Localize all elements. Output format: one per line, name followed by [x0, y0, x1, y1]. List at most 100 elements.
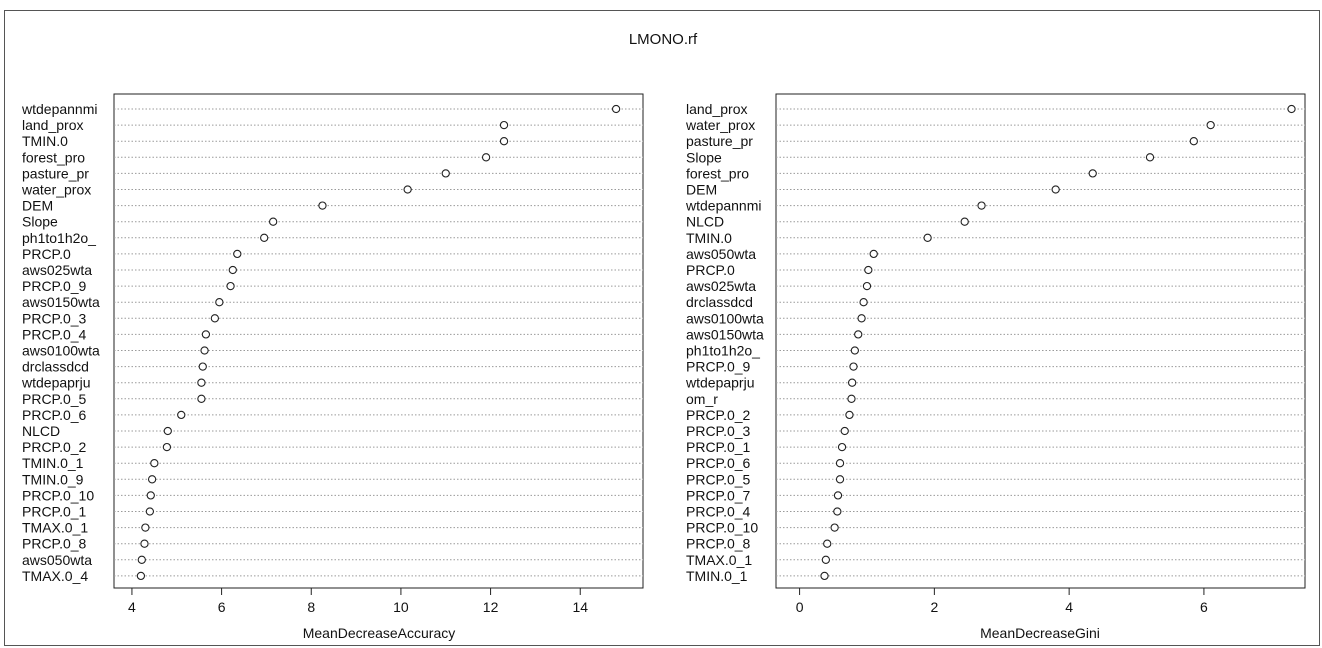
- importance-point: [960, 217, 969, 226]
- variable-label: forest_pro: [686, 165, 749, 181]
- x-tick-label: 8: [307, 599, 315, 615]
- variable-label: ph1to1h2o_: [22, 230, 96, 246]
- variable-label: PRCP.0_5: [22, 391, 87, 407]
- variable-label: PRCP.0_3: [22, 310, 87, 326]
- variable-label: PRCP.0: [22, 246, 71, 262]
- plot-box: [113, 93, 644, 589]
- importance-point: [226, 281, 235, 291]
- importance-point: [869, 249, 878, 259]
- importance-point: [215, 298, 224, 307]
- variable-label: PRCP.0_10: [22, 487, 94, 503]
- importance-point: [862, 281, 872, 291]
- variable-label: NLCD: [686, 214, 724, 230]
- variable-label: om_r: [686, 391, 718, 407]
- importance-point: [140, 539, 149, 548]
- importance-point: [499, 137, 509, 146]
- importance-point: [977, 201, 986, 210]
- importance-point: [162, 442, 172, 452]
- importance-point: [1145, 153, 1155, 162]
- importance-point: [840, 426, 849, 436]
- gini-panel: land_proxwater_proxpasture_prSlopeforest…: [685, 93, 1306, 641]
- variable-label: water_prox: [21, 182, 91, 198]
- importance-point: [268, 217, 278, 226]
- importance-point: [150, 459, 159, 468]
- importance-point: [849, 362, 858, 371]
- variable-label: drclassdcd: [686, 294, 753, 310]
- importance-point: [845, 410, 854, 420]
- variable-label: PRCP.0_4: [22, 326, 87, 342]
- importance-point: [820, 571, 829, 581]
- importance-point: [854, 330, 863, 339]
- variable-label: PRCP.0_6: [686, 455, 751, 471]
- importance-point: [499, 120, 509, 130]
- variable-label: TMIN.0_1: [686, 568, 748, 584]
- variable-label: PRCP.0_4: [686, 504, 751, 520]
- x-axis-label: MeanDecreaseGini: [980, 625, 1100, 641]
- variable-label: forest_pro: [22, 149, 85, 165]
- importance-point: [147, 475, 157, 484]
- x-tick-label: 6: [1200, 599, 1208, 615]
- variable-label: PRCP.0: [686, 262, 735, 278]
- importance-point: [233, 249, 242, 259]
- importance-point: [864, 265, 873, 275]
- importance-point: [823, 539, 832, 548]
- variable-label: aws025wta: [22, 262, 92, 278]
- variable-label: pasture_pr: [22, 165, 89, 181]
- importance-point: [137, 555, 146, 564]
- importance-point: [228, 265, 237, 275]
- variable-label: TMIN.0: [686, 230, 732, 246]
- variable-label: land_prox: [22, 117, 84, 133]
- importance-point: [318, 201, 327, 210]
- x-tick-label: 6: [218, 599, 226, 615]
- x-tick-label: 2: [930, 599, 938, 615]
- importance-point: [847, 378, 857, 387]
- chart-title: LMONO.rf: [629, 31, 698, 48]
- x-tick-label: 12: [483, 599, 499, 615]
- importance-point: [260, 233, 269, 242]
- variable-label: PRCP.0_3: [686, 423, 751, 439]
- variable-label: PRCP.0_9: [686, 359, 751, 375]
- variable-label: PRCP.0_9: [22, 278, 87, 294]
- importance-point: [835, 475, 845, 484]
- importance-point: [197, 394, 206, 403]
- variable-label: wtdepannmi: [685, 198, 762, 214]
- variable-label: aws0150wta: [22, 294, 100, 310]
- importance-point: [201, 330, 211, 339]
- plot-frame: [4, 10, 1320, 646]
- variable-label: water_prox: [685, 117, 755, 133]
- variable-label: wtdepannmi: [21, 101, 98, 117]
- variable-label: land_prox: [686, 101, 748, 117]
- importance-point: [830, 523, 839, 532]
- importance-point: [1206, 120, 1215, 130]
- x-tick-label: 4: [1065, 599, 1073, 615]
- x-tick-label: 10: [393, 599, 409, 615]
- variable-label: Slope: [686, 149, 722, 165]
- variable-label: PRCP.0_6: [22, 407, 87, 423]
- importance-point: [197, 378, 206, 387]
- importance-point: [1051, 185, 1060, 194]
- variable-label: aws050wta: [22, 552, 92, 568]
- variable-label: ph1to1h2o_: [686, 343, 760, 359]
- importance-point: [1088, 169, 1097, 178]
- variable-label: TMIN.0_1: [22, 455, 84, 471]
- variable-label: NLCD: [22, 423, 60, 439]
- variable-label: drclassdcd: [22, 359, 89, 375]
- importance-point: [833, 507, 842, 516]
- variable-label: aws025wta: [686, 278, 756, 294]
- variable-label: DEM: [22, 198, 53, 214]
- importance-point: [835, 459, 845, 468]
- importance-point: [1189, 137, 1198, 146]
- importance-point: [441, 169, 450, 178]
- importance-point: [177, 410, 186, 420]
- importance-point: [146, 491, 155, 500]
- importance-point: [198, 362, 207, 371]
- variable-label: aws0100wta: [22, 343, 100, 359]
- variable-label: aws0150wta: [686, 326, 764, 342]
- importance-point: [837, 442, 847, 452]
- variable-label: TMIN.0_9: [22, 471, 84, 487]
- importance-point: [200, 346, 209, 355]
- variable-label: PRCP.0_2: [22, 439, 87, 455]
- variable-label: PRCP.0_2: [686, 407, 751, 423]
- x-axis-label: MeanDecreaseAccuracy: [303, 625, 456, 641]
